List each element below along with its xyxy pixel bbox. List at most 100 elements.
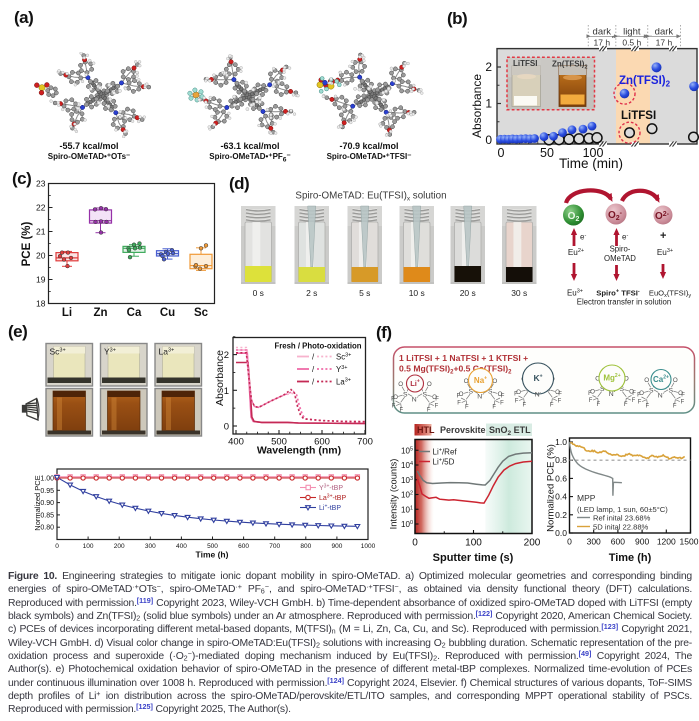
- svg-text:F: F: [435, 396, 439, 402]
- svg-text:0 s: 0 s: [253, 288, 264, 298]
- svg-text:Absorbance: Absorbance: [470, 74, 484, 138]
- svg-text:103: 103: [401, 476, 413, 485]
- svg-text:1.0: 1.0: [555, 437, 567, 447]
- svg-text:O: O: [492, 378, 497, 385]
- svg-text:0.8: 0.8: [555, 455, 567, 465]
- svg-text:S: S: [422, 391, 427, 398]
- svg-text:900: 900: [331, 543, 342, 550]
- svg-text:F: F: [646, 403, 650, 409]
- svg-text:200: 200: [114, 543, 125, 550]
- svg-text:0: 0: [224, 422, 229, 433]
- svg-text:Spiro-OMeTAD: Eu(TFSI)x soluti: Spiro-OMeTAD: Eu(TFSI)x solution: [295, 191, 446, 203]
- svg-text:19: 19: [36, 275, 46, 285]
- svg-text:Electron transfer in solution: Electron transfer in solution: [577, 298, 671, 307]
- svg-text:N-: N-: [412, 395, 419, 404]
- svg-text:N-: N-: [658, 391, 665, 400]
- svg-text:S: S: [403, 391, 408, 398]
- svg-text:PCE (%): PCE (%): [21, 221, 33, 266]
- svg-text:O: O: [516, 389, 521, 396]
- svg-text:Time (h): Time (h): [609, 552, 652, 564]
- svg-text:1: 1: [224, 386, 229, 397]
- svg-text:F: F: [427, 407, 431, 413]
- svg-text:105: 105: [401, 446, 413, 455]
- svg-text:104: 104: [401, 461, 413, 470]
- svg-text:Ref inital 23.68%: Ref inital 23.68%: [593, 514, 651, 523]
- svg-text:101: 101: [401, 505, 413, 514]
- svg-text:S: S: [619, 386, 624, 393]
- svg-text:1500: 1500: [680, 537, 699, 547]
- svg-text:Time (h): Time (h): [196, 550, 229, 560]
- svg-text:1200: 1200: [657, 537, 676, 547]
- svg-text:0.2: 0.2: [555, 510, 567, 520]
- svg-text:Normalized PCE: Normalized PCE: [33, 475, 42, 530]
- svg-text:S: S: [600, 386, 605, 393]
- svg-text:Spiro+ TFSI-: Spiro+ TFSI-: [596, 289, 640, 298]
- svg-text:Sputter time (s): Sputter time (s): [433, 552, 514, 564]
- svg-text:2 s: 2 s: [306, 288, 317, 298]
- svg-text:S: S: [488, 388, 493, 395]
- svg-text:20 s: 20 s: [460, 288, 476, 298]
- svg-text:400: 400: [176, 543, 187, 550]
- svg-text:Li: Li: [62, 307, 72, 319]
- svg-text:Sc: Sc: [194, 307, 209, 319]
- svg-text:O: O: [459, 391, 464, 398]
- svg-text:400: 400: [228, 437, 244, 448]
- svg-text:0.4: 0.4: [555, 492, 567, 502]
- svg-text:N-: N-: [477, 392, 484, 401]
- svg-text:F: F: [515, 399, 519, 405]
- svg-text:Y3+-tBP: Y3+-tBP: [319, 484, 343, 493]
- svg-text:Zn(TFSI)2: Zn(TFSI)2: [619, 75, 671, 89]
- svg-text:Perovskite: Perovskite: [440, 425, 486, 435]
- svg-text:O: O: [639, 390, 644, 397]
- svg-text:Intensity (counts): Intensity (counts): [389, 459, 399, 530]
- svg-text:F: F: [501, 393, 505, 399]
- svg-text:1: 1: [485, 97, 492, 111]
- svg-text:O: O: [629, 389, 634, 396]
- svg-text:F: F: [673, 403, 677, 409]
- svg-text:F: F: [514, 391, 518, 397]
- svg-text:F: F: [624, 402, 628, 408]
- svg-text:900: 900: [635, 537, 649, 547]
- svg-text:F: F: [632, 398, 636, 404]
- svg-text:1.00: 1.00: [40, 476, 54, 483]
- svg-text:800: 800: [300, 543, 311, 550]
- svg-text:1 LiTFSI + 1 NaTFSI + 1 KTFSI: 1 LiTFSI + 1 NaTFSI + 1 KTFSI +: [399, 353, 528, 363]
- svg-text:17 h: 17 h: [656, 38, 673, 48]
- svg-text:2: 2: [224, 350, 229, 361]
- svg-text:F: F: [558, 391, 562, 397]
- svg-text:F: F: [597, 402, 601, 408]
- svg-text:F: F: [558, 399, 562, 405]
- svg-text:600: 600: [611, 537, 625, 547]
- svg-text:Eu3+: Eu3+: [567, 289, 583, 298]
- svg-text:F: F: [681, 400, 685, 406]
- svg-text:O: O: [673, 377, 678, 384]
- svg-text:0: 0: [498, 146, 505, 160]
- svg-text:0.95: 0.95: [40, 488, 54, 495]
- svg-text:0: 0: [567, 537, 572, 547]
- svg-text:10 s: 10 s: [409, 288, 425, 298]
- svg-text:O2-: O2-: [608, 210, 623, 222]
- svg-text:F: F: [550, 402, 554, 408]
- svg-text:LiTFSI: LiTFSI: [621, 110, 656, 122]
- svg-text:30 s: 30 s: [511, 288, 527, 298]
- svg-text:(LED lamp, 1 sun, 60±5°C): (LED lamp, 1 sun, 60±5°C): [577, 505, 668, 514]
- svg-text:N-: N-: [535, 390, 542, 399]
- svg-text:17 h: 17 h: [594, 38, 611, 48]
- svg-text:Eu2+: Eu2+: [568, 248, 584, 257]
- svg-text:O: O: [555, 389, 560, 396]
- svg-text:21: 21: [36, 227, 46, 237]
- svg-text:/: /: [312, 378, 315, 387]
- svg-text:Li+-tBP: Li+-tBP: [319, 504, 341, 513]
- svg-text:F: F: [457, 401, 461, 407]
- svg-text:Sc3+: Sc3+: [336, 353, 351, 362]
- svg-text:F: F: [391, 396, 395, 402]
- svg-text:Cu: Cu: [160, 307, 175, 319]
- svg-text:0: 0: [412, 538, 418, 549]
- svg-text:102: 102: [401, 491, 413, 500]
- svg-text:/: /: [312, 353, 315, 362]
- svg-text:600: 600: [314, 437, 330, 448]
- svg-text:light: light: [623, 27, 641, 38]
- svg-text:Normalized PCE (%): Normalized PCE (%): [546, 444, 557, 532]
- svg-text:F: F: [637, 392, 641, 398]
- svg-text:Ca2+: Ca2+: [653, 375, 669, 385]
